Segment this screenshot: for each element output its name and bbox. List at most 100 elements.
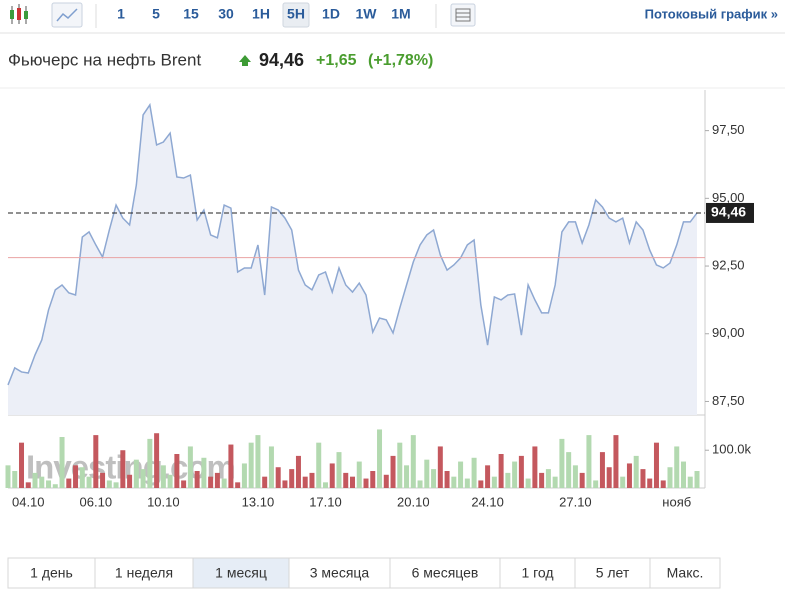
volume-bar — [32, 472, 38, 488]
range-button[interactable] — [499, 557, 576, 589]
volume-bar — [545, 469, 551, 488]
interval-button[interactable]: 15 — [183, 6, 199, 22]
volume-bar — [93, 435, 99, 488]
volume-bar — [451, 476, 457, 488]
volume-bar — [680, 461, 686, 488]
range-button[interactable] — [288, 557, 391, 589]
range-button-label[interactable]: 1 день — [30, 565, 73, 581]
candles-icon[interactable] — [10, 4, 28, 24]
volume-bar — [464, 478, 470, 488]
volume-bar — [356, 461, 362, 488]
interval-button[interactable]: 1M — [391, 6, 410, 22]
volume-bar — [52, 484, 58, 488]
volume-bar — [275, 467, 281, 488]
volume-bar — [309, 472, 315, 488]
volume-bar — [390, 455, 396, 488]
streaming-link[interactable]: Потоковый график » — [645, 6, 778, 21]
x-tick-label: 24.10 — [471, 494, 504, 509]
y-tick-label: 90,00 — [712, 325, 745, 340]
line-icon[interactable] — [51, 2, 83, 28]
volume-bar — [566, 452, 572, 488]
volume-bar — [106, 480, 112, 488]
volume-bar — [5, 465, 11, 488]
volume-bar — [404, 465, 410, 488]
last-price-label: 94,46 — [711, 204, 746, 220]
range-button[interactable] — [649, 557, 721, 589]
volume-bar — [289, 469, 295, 488]
interval-button[interactable]: 1 — [117, 6, 125, 22]
instrument-title: Фьючерс на нефть Brent — [8, 50, 201, 69]
volume-bar — [187, 446, 193, 488]
volume-bar — [268, 446, 274, 488]
volume-bar — [552, 476, 558, 488]
plot: 87,5090,0092,5095,0097,5094,46Investing.… — [5, 102, 754, 509]
volume-bar — [471, 457, 477, 488]
interval-button[interactable]: 1H — [252, 6, 270, 22]
price-change: +1,65 — [316, 52, 357, 69]
selected-interval-bg — [282, 2, 310, 28]
volume-bar — [147, 438, 153, 488]
volume-bar — [363, 478, 369, 488]
volume-bar — [160, 465, 166, 488]
x-tick-label: нояб — [662, 494, 691, 509]
volume-bar — [241, 463, 247, 488]
volume-bar — [370, 471, 376, 488]
range-button-label[interactable]: 1 месяц — [215, 565, 267, 581]
volume-bar — [572, 465, 578, 488]
volume-bar — [133, 459, 139, 488]
interval-button[interactable]: 30 — [218, 6, 234, 22]
volume-bar — [201, 457, 207, 488]
volume-bar — [221, 478, 227, 488]
volume-bar — [336, 452, 342, 488]
range-button-label[interactable]: 1 год — [521, 565, 553, 581]
interval-button[interactable]: 1D — [322, 6, 340, 22]
volume-bar — [66, 478, 72, 488]
volume-bar — [350, 476, 355, 488]
volume-bar — [620, 476, 626, 488]
range-button[interactable] — [574, 557, 651, 589]
volume-bar — [532, 446, 538, 488]
volume-bar — [525, 478, 531, 488]
x-tick-label: 27.10 — [559, 494, 592, 509]
volume-bar — [12, 471, 18, 488]
volume-bar — [282, 480, 288, 488]
volume-bar — [599, 452, 605, 488]
y-tick-label: 97,50 — [712, 122, 745, 137]
interval-button[interactable]: 1W — [356, 6, 378, 22]
volume-bar — [174, 454, 180, 488]
volume-bar — [194, 471, 200, 488]
range-button-label[interactable]: 5 лет — [596, 565, 630, 581]
volume-bar — [46, 480, 52, 488]
last-price: 94,46 — [259, 50, 304, 70]
volume-bar — [593, 480, 599, 488]
price-change-pct: (+1,78%) — [368, 52, 433, 69]
volume-bar — [39, 476, 45, 488]
price-line — [7, 102, 698, 386]
table-icon[interactable] — [450, 3, 476, 27]
volume-bar — [626, 463, 632, 488]
volume-bar — [397, 442, 403, 488]
range-button[interactable] — [192, 557, 290, 589]
range-button-label[interactable]: Макс. — [667, 565, 704, 581]
range-button[interactable] — [389, 557, 501, 589]
up-arrow — [239, 55, 251, 66]
x-tick-label: 06.10 — [80, 494, 113, 509]
range-button-label[interactable]: 3 месяца — [310, 565, 370, 581]
interval-button[interactable]: 5H — [287, 6, 305, 22]
volume-bar — [437, 446, 443, 488]
volume-bar — [606, 467, 612, 488]
volume-bar — [478, 480, 484, 488]
interval-button[interactable]: 5 — [152, 6, 160, 22]
range-button-label[interactable]: 1 неделя — [115, 565, 173, 581]
range-button-label[interactable]: 6 месяцев — [412, 565, 479, 581]
volume-bar — [208, 476, 214, 488]
volume-bar — [491, 476, 497, 488]
volume-bar — [674, 446, 680, 488]
volume-bar — [417, 480, 423, 488]
volume-bar — [79, 467, 85, 488]
volume-bar — [262, 476, 268, 488]
x-tick-label: 10.10 — [147, 494, 180, 509]
volume-bar — [633, 455, 639, 488]
